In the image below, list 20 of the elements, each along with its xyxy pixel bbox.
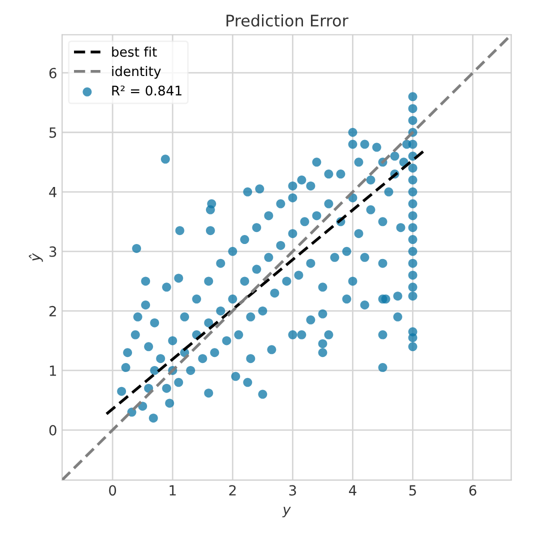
- x-tick-label: 6: [469, 485, 476, 496]
- legend-label: identity: [112, 66, 161, 79]
- x-tick-label: 1: [170, 485, 176, 496]
- x-axis-title: y: [282, 506, 291, 518]
- y-tick-label: 5: [50, 128, 56, 138]
- x-tick-label: 5: [409, 485, 416, 496]
- x-tick-label: 3: [289, 485, 296, 496]
- x-tick-label: 0: [109, 485, 116, 496]
- y-axis-title: ŷ: [28, 253, 43, 262]
- legend-label: best fit: [112, 46, 157, 57]
- y-tick-label: 6: [49, 68, 56, 78]
- y-tick-label: 0: [49, 424, 56, 436]
- y-tick-label: 4: [49, 187, 56, 198]
- y-tick-label: 3: [49, 246, 56, 257]
- y-tick-label: 2: [49, 306, 56, 316]
- x-tick-label: 4: [348, 485, 356, 496]
- y-tick-label: 1: [50, 366, 56, 376]
- chart-title: Prediction Error: [226, 14, 348, 27]
- legend-label: R² = 0.841: [112, 86, 182, 96]
- x-tick-label: 2: [229, 485, 236, 496]
